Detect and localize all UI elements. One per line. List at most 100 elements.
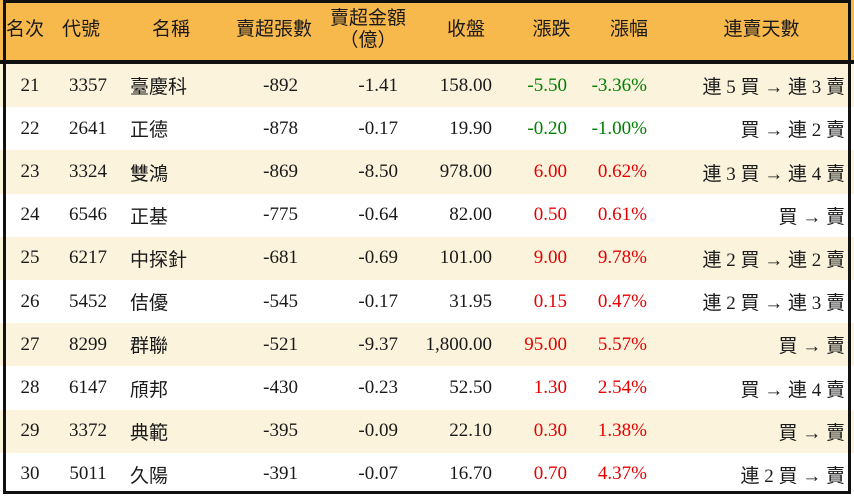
header-label-line: 賣超張數 xyxy=(235,18,312,40)
cell-rank: 30 xyxy=(20,463,40,485)
table-row: 26 5452 佶優 -545 -0.17 31.95 0.15 0.47% 連 2 買 → 連… xyxy=(0,280,854,324)
cell-rank: 27 xyxy=(20,333,40,355)
cell-streak: 買 → 賣 xyxy=(778,336,845,358)
cell-name: 正基 xyxy=(130,206,169,228)
cell-amount: -1.41 xyxy=(358,74,398,96)
cell-rank: 21 xyxy=(20,74,40,96)
cell-code: 3372 xyxy=(69,420,107,442)
header-volume: 賣超張數 xyxy=(230,19,318,41)
cell-name: 頎邦 xyxy=(130,379,169,401)
header-label-line: 名稱 xyxy=(151,18,190,40)
cell-amount: -0.17 xyxy=(358,290,398,312)
table-row: 28 6147 頎邦 -430 -0.23 52.50 1.30 2.54% 買 → 連 4 賣 xyxy=(0,366,854,410)
cell-streak: 連 2 買 → 賣 xyxy=(740,465,845,487)
cell-name: 佶優 xyxy=(130,293,169,315)
cell-amount: -0.17 xyxy=(358,117,398,139)
cell-amount: -0.64 xyxy=(358,204,398,226)
cell-volume: -521 xyxy=(263,333,298,355)
cell-code: 6546 xyxy=(69,204,107,226)
cell-close: 1,800.00 xyxy=(425,333,493,355)
table-row: 23 3324 雙鴻 -869 -8.50 978.00 6.00 0.62% 連 3 買 → … xyxy=(0,150,854,194)
cell-pct: 0.62% xyxy=(597,161,647,182)
header-label-line: 漲跌 xyxy=(532,18,571,40)
cell-name: 正德 xyxy=(130,120,169,142)
cell-amount: -9.37 xyxy=(358,333,398,355)
table-row: 22 2641 正德 -878 -0.17 19.90 -0.20 -1.00% 買 → 連 2… xyxy=(0,107,854,151)
table-row: 25 6217 中探針 -681 -0.69 101.00 9.00 9.78% 連 2 買 →… xyxy=(0,236,854,281)
header-code: 代號 xyxy=(50,19,112,41)
header-label-line: 漲幅 xyxy=(609,18,648,40)
cell-close: 31.95 xyxy=(449,290,492,312)
cell-close: 16.70 xyxy=(449,463,492,485)
cell-rank: 28 xyxy=(20,377,40,399)
cell-volume: -430 xyxy=(263,377,298,399)
cell-rank: 26 xyxy=(20,290,40,312)
cell-volume: -869 xyxy=(263,161,298,182)
cell-amount: -0.07 xyxy=(358,463,398,485)
cell-amount: -0.09 xyxy=(358,420,398,442)
cell-volume: -681 xyxy=(263,247,298,269)
cell-rank: 22 xyxy=(20,117,40,139)
table-row: 21 3357 臺慶科 -892 -1.41 158.00 -5.50 -3.36% 連 5 買… xyxy=(0,64,854,108)
header-label-line: 賣超金額 xyxy=(329,7,406,29)
cell-streak: 連 5 買 → 連 3 賣 xyxy=(702,77,845,99)
cell-close: 82.00 xyxy=(449,204,492,226)
cell-volume: -878 xyxy=(263,117,298,139)
cell-code: 5452 xyxy=(69,290,107,312)
header-change: 漲跌 xyxy=(514,19,589,41)
cell-change: 1.30 xyxy=(533,377,567,399)
cell-pct: 4.37% xyxy=(597,463,647,485)
cell-change: 0.30 xyxy=(533,420,567,442)
header-rank: 名次 xyxy=(0,19,50,41)
header-label-line: 連賣天數 xyxy=(723,18,800,40)
cell-volume: -545 xyxy=(263,290,298,312)
cell-name: 久陽 xyxy=(130,465,169,487)
cell-code: 6147 xyxy=(69,377,107,399)
cell-volume: -892 xyxy=(263,74,298,96)
cell-streak: 連 3 買 → 連 4 賣 xyxy=(702,163,845,185)
cell-change: 95.00 xyxy=(524,333,567,355)
cell-close: 978.00 xyxy=(439,161,492,182)
cell-rank: 29 xyxy=(20,420,40,442)
cell-change: -5.50 xyxy=(527,74,567,96)
cell-name: 中探針 xyxy=(130,249,188,271)
cell-pct: 9.78% xyxy=(597,247,647,269)
header-close: 收盤 xyxy=(418,19,514,41)
cell-change: 6.00 xyxy=(533,161,567,182)
cell-pct: -1.00% xyxy=(591,117,647,139)
header-label-line: 代號 xyxy=(61,18,100,40)
header-label-line: 名次 xyxy=(5,18,44,40)
cell-close: 22.10 xyxy=(449,420,492,442)
cell-code: 2641 xyxy=(69,117,107,139)
cell-code: 3324 xyxy=(69,161,107,182)
header-label-line: （億） xyxy=(339,30,397,51)
header-pct: 漲幅 xyxy=(589,19,669,41)
cell-pct: 0.47% xyxy=(597,290,647,312)
table-row: 29 3372 典範 -395 -0.09 22.10 0.30 1.38% 買 → 賣 xyxy=(0,409,854,453)
cell-change: 0.70 xyxy=(533,463,567,485)
cell-code: 8299 xyxy=(69,333,107,355)
cell-amount: -0.23 xyxy=(358,377,398,399)
cell-streak: 買 → 賣 xyxy=(778,422,845,444)
cell-change: -0.20 xyxy=(527,117,567,139)
cell-code: 6217 xyxy=(69,247,107,269)
cell-streak: 連 2 買 → 連 3 賣 xyxy=(702,293,845,315)
cell-pct: -3.36% xyxy=(591,74,647,96)
cell-streak: 買 → 連 4 賣 xyxy=(740,379,845,401)
cell-code: 3357 xyxy=(69,74,107,96)
header-label-line: 收盤 xyxy=(446,18,485,40)
cell-volume: -391 xyxy=(263,463,298,485)
cell-streak: 買 → 賣 xyxy=(778,206,845,228)
cell-close: 101.00 xyxy=(439,247,492,269)
cell-name: 雙鴻 xyxy=(130,163,169,185)
cell-pct: 1.38% xyxy=(597,420,647,442)
cell-name: 臺慶科 xyxy=(130,77,188,99)
cell-volume: -395 xyxy=(263,420,298,442)
cell-close: 19.90 xyxy=(449,117,492,139)
cell-streak: 連 2 買 → 連 2 賣 xyxy=(702,249,845,271)
cell-pct: 5.57% xyxy=(597,333,647,355)
cell-rank: 24 xyxy=(20,204,40,226)
table-row: 24 6546 正基 -775 -0.64 82.00 0.50 0.61% 買 → 賣 xyxy=(0,193,854,237)
cell-code: 5011 xyxy=(69,463,107,485)
